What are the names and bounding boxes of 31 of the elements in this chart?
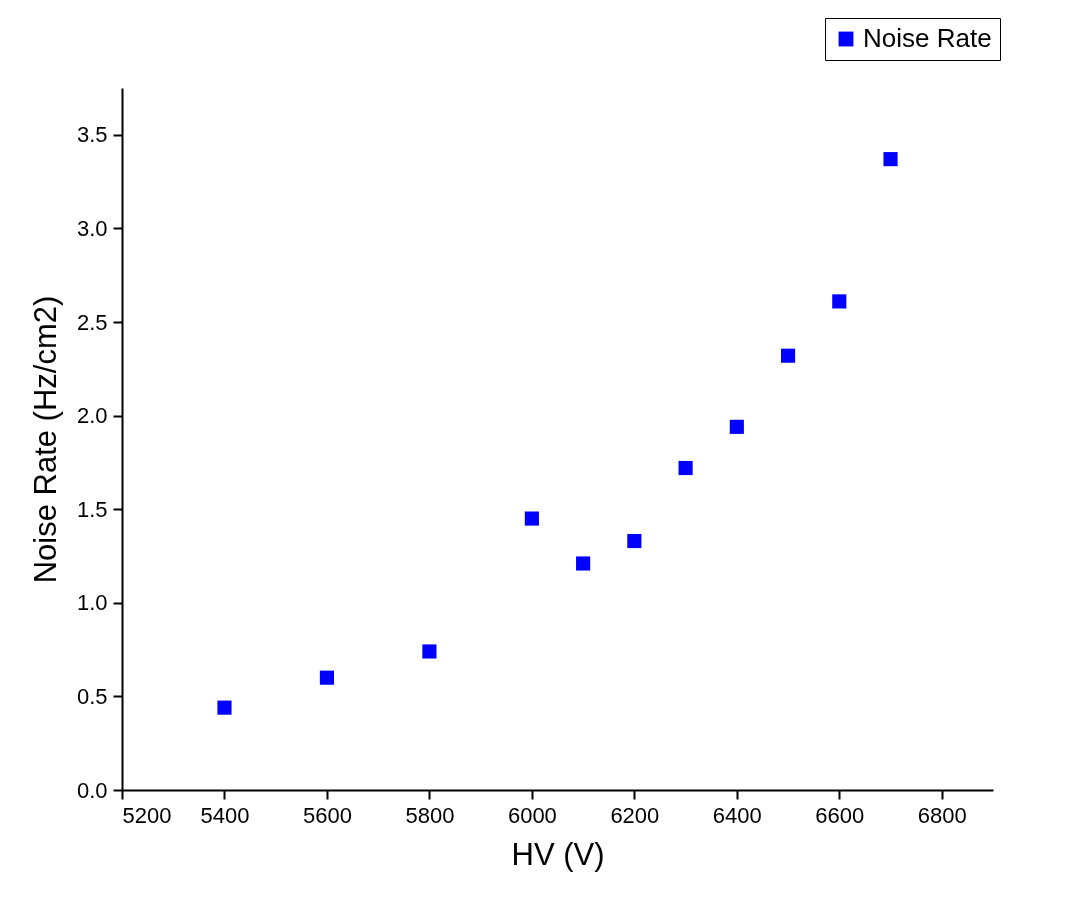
point <box>576 556 591 571</box>
point <box>319 670 335 685</box>
x-axis-title: HV (V) <box>511 836 605 872</box>
x-tick-label: 6000 <box>507 802 557 828</box>
point <box>832 294 847 309</box>
y-tick-label: 1.0 <box>76 590 108 616</box>
x-tick-label: 6200 <box>610 802 660 828</box>
y-tick-label: 1.5 <box>76 496 108 522</box>
y-tick-label: 0.5 <box>76 683 108 709</box>
x-tick-label: 6800 <box>917 802 967 828</box>
y-tick-label: 3.0 <box>76 215 108 241</box>
point <box>627 533 642 549</box>
x-tick-label: 5800 <box>405 802 455 828</box>
y-axis-title: Noise Rate (Hz/cm2) <box>27 295 63 584</box>
y-tick-label: 2.5 <box>76 309 108 335</box>
point <box>883 152 898 167</box>
y-tick-label: 3.5 <box>76 122 108 148</box>
x-tick-label: 6600 <box>815 802 865 828</box>
point <box>422 644 437 659</box>
legend-label: Noise Rate <box>863 23 992 53</box>
y-tick-label: 0.0 <box>76 777 108 803</box>
point <box>524 511 539 526</box>
point <box>217 700 232 715</box>
point <box>780 348 796 363</box>
point <box>678 460 693 476</box>
x-tick-label: 5200 <box>122 802 172 828</box>
point <box>729 419 744 434</box>
x-tick-label: 5400 <box>200 802 250 828</box>
y-tick-label: 2.0 <box>76 403 108 429</box>
x-tick-label: 6400 <box>712 802 762 828</box>
x-tick-label: 5600 <box>302 802 352 828</box>
